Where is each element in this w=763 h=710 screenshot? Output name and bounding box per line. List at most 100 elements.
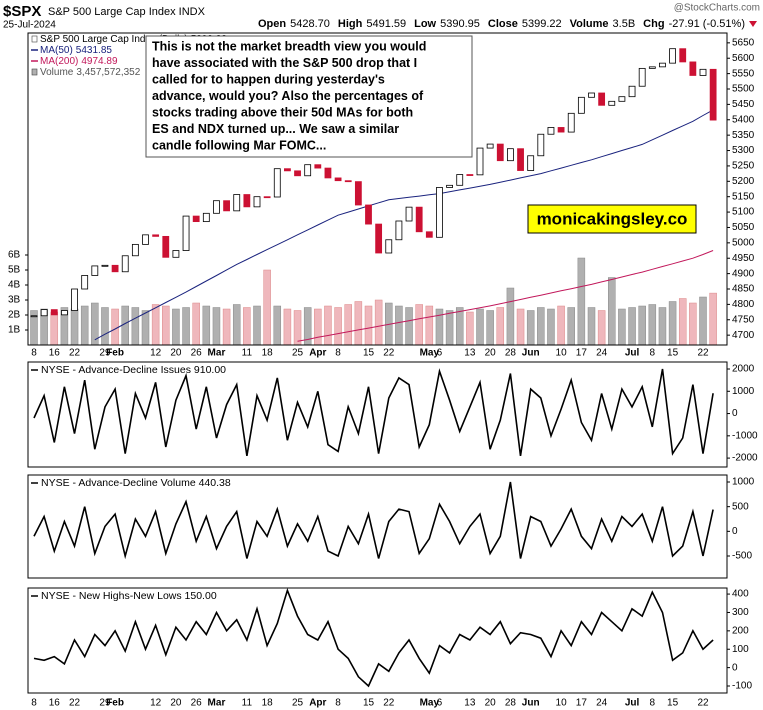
candle	[162, 235, 170, 258]
candle	[152, 234, 160, 237]
candle	[344, 180, 352, 183]
symbol: $SPX	[3, 3, 41, 20]
volume-bar	[405, 307, 413, 345]
x-tick-label: Mar	[208, 698, 226, 709]
volume-bar	[435, 308, 444, 345]
y-tick-label: -2000	[732, 453, 758, 464]
volume-bar	[526, 310, 535, 345]
y-tick-label: 5300	[732, 145, 755, 156]
volume-bar	[314, 308, 322, 345]
x-tick-label: 13	[464, 698, 476, 709]
quote-label: Low	[414, 18, 436, 30]
candle	[557, 127, 565, 133]
y-tick-label: 5550	[732, 68, 755, 79]
volume-bar	[151, 304, 160, 345]
candle	[517, 148, 524, 171]
quote-value: 3.5B	[613, 18, 636, 30]
legend-entry: MA(50) 5431.85	[40, 45, 112, 56]
candle	[61, 310, 68, 316]
candle	[679, 48, 687, 63]
y-tick-label: 5600	[732, 53, 755, 64]
y-tick-label: -1000	[732, 430, 758, 441]
candle	[486, 143, 494, 149]
x-tick-label: 12	[150, 698, 162, 709]
y-tick-label: 5400	[732, 114, 755, 125]
candle	[304, 164, 312, 177]
quote-label: High	[338, 18, 363, 30]
volume-bar	[415, 304, 423, 345]
candle	[709, 68, 717, 121]
x-tick-label: 16	[49, 698, 61, 709]
volume-bar	[608, 277, 616, 345]
legend-swatch	[31, 35, 38, 43]
volume-bar	[111, 308, 119, 345]
candle	[40, 309, 48, 317]
volume-bar	[172, 308, 180, 345]
volume-bar	[537, 307, 545, 345]
volume-bar	[182, 307, 190, 345]
moving-average	[297, 250, 714, 342]
candle	[182, 215, 190, 251]
volume-bar	[567, 307, 575, 345]
candle	[142, 234, 149, 245]
annotation-line: called for to happen during yesterday's	[152, 72, 385, 86]
candle	[354, 181, 362, 206]
volume-bar	[486, 310, 494, 345]
quote-label: Volume	[570, 18, 609, 30]
candle	[223, 200, 230, 212]
volume-bar	[253, 305, 261, 345]
x-tick-label: Jul	[625, 698, 640, 709]
y-tick-label: 5200	[732, 176, 755, 187]
y-tick-label: 5050	[732, 222, 755, 233]
candle	[638, 67, 646, 87]
volume-bar	[699, 296, 707, 345]
candle	[30, 315, 38, 318]
indicator-line	[33, 368, 714, 457]
volume-bar	[263, 269, 271, 345]
volume-bar	[141, 310, 150, 345]
y-tick-label: 400	[732, 589, 749, 600]
volume-bar	[678, 298, 687, 345]
down-arrow	[749, 21, 757, 27]
candle	[699, 68, 707, 76]
candle	[415, 206, 423, 233]
x-tick-label: 8	[31, 348, 37, 359]
quote-value: -27.91 (-0.51%)	[669, 18, 745, 30]
x-tick-label: 11	[242, 698, 253, 709]
candle	[466, 174, 474, 176]
volume-bar	[91, 302, 99, 345]
legend-name: MA(200)	[40, 56, 78, 67]
legend-value: 3,457,572,352	[76, 67, 140, 78]
y-tick-label: 5100	[732, 207, 755, 218]
candle	[172, 250, 180, 258]
x-tick-label: 10	[556, 348, 568, 359]
legend-name: Volume	[40, 67, 74, 78]
annotation-line: ES and NDX turned up... We saw a similar	[152, 122, 399, 136]
volume-bar	[466, 311, 474, 345]
y-tick-label: 4700	[732, 330, 755, 341]
x-tick-label: Jun	[522, 698, 540, 709]
volume-bar	[212, 307, 221, 345]
source: @StockCharts.com	[674, 3, 760, 14]
panel-frame	[27, 474, 728, 579]
x-tick-label: 26	[191, 348, 203, 359]
y-tick-label: 300	[732, 607, 749, 618]
volume-bar	[354, 301, 363, 345]
volume-bar	[648, 304, 657, 345]
panel-frame	[27, 587, 728, 694]
candle	[121, 255, 129, 273]
x-tick-label: 22	[697, 348, 709, 359]
x-tick-label: Apr	[309, 348, 326, 359]
candle	[689, 61, 697, 76]
y-tick-label: 5500	[732, 84, 755, 95]
candle	[375, 223, 383, 254]
x-tick-label: 8	[650, 698, 656, 709]
x-tick-label: 22	[69, 348, 81, 359]
y-tick-label: 5000	[732, 237, 755, 248]
y-tick-label: 4850	[732, 284, 755, 295]
volume-bar	[547, 308, 555, 345]
volume-bar	[496, 307, 505, 345]
y-tick-label: 0	[732, 408, 738, 419]
volume-bar	[516, 308, 525, 345]
candle	[233, 194, 241, 212]
